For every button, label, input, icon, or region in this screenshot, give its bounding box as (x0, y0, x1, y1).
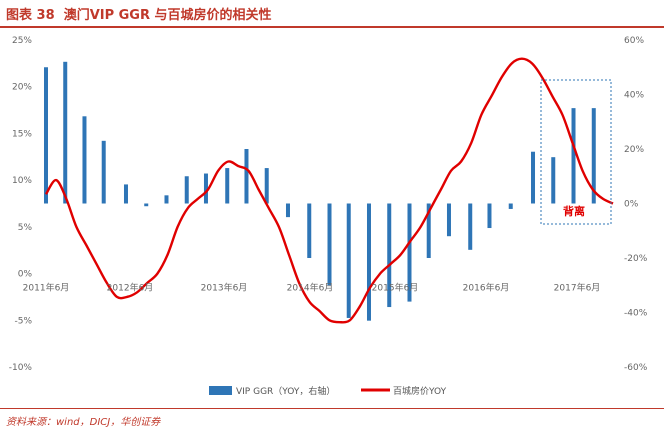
figure-label: 图表 38 (6, 8, 55, 23)
right-tick-label: -40% (624, 309, 648, 319)
vip-ggr-bar (531, 151, 536, 204)
house-price-line (44, 57, 614, 324)
x-tick-label: 2015年6月 (372, 282, 419, 294)
vip-ggr-bar (44, 67, 48, 204)
vip-ggr-bar (591, 108, 596, 204)
vip-ggr-bar (285, 203, 290, 218)
right-tick-label: 20% (624, 145, 644, 155)
vip-ggr-bar (508, 203, 513, 209)
x-tick-label: 2011年6月 (23, 282, 70, 294)
vip-ggr-bar (264, 168, 269, 204)
vip-ggr-bar (244, 149, 249, 204)
vip-ggr-bar (307, 203, 312, 258)
vip-ggr-bar (551, 157, 556, 204)
left-axis: 25% 20% 15% 10% 5% 0% -5% -10% (9, 36, 33, 373)
right-tick-label: 60% (624, 36, 644, 46)
right-tick-label: -20% (624, 254, 648, 264)
x-tick-label: 2017年6月 (554, 282, 601, 294)
vip-ggr-bar (327, 203, 332, 286)
vip-ggr-bar (426, 203, 431, 258)
vip-ggr-bars (44, 61, 596, 321)
left-tick-label: 15% (12, 129, 32, 139)
vip-ggr-bar (571, 108, 576, 204)
vip-ggr-bar (123, 184, 128, 204)
vip-ggr-bar (144, 203, 149, 207)
right-tick-label: 0% (624, 200, 639, 210)
divergence-box (540, 79, 612, 225)
vip-ggr-bar (101, 140, 106, 204)
vip-ggr-bar (82, 116, 87, 204)
figure-title-text: 澳门VIP GGR 与百城房价的相关性 (63, 8, 272, 23)
left-tick-label: -5% (14, 316, 32, 326)
right-tick-label: 40% (624, 91, 644, 101)
right-tick-label: -60% (624, 363, 648, 373)
x-tick-label: 2012年6月 (107, 282, 154, 294)
x-axis-labels: 2011年6月 2012年6月 2013年6月 2014年6月 2015年6月 2016年… (23, 282, 601, 294)
left-tick-label: 10% (12, 176, 32, 186)
figure-title: 图表 38 澳门VIP GGR 与百城房价的相关性 (6, 4, 272, 23)
left-tick-label: 5% (18, 223, 33, 233)
legend-bar-label: VIP GGR（YOY，右轴） (236, 385, 335, 397)
left-tick-label: 20% (12, 83, 32, 93)
vip-ggr-bar (184, 176, 189, 204)
legend-bar-swatch (209, 386, 232, 395)
vip-ggr-bar (225, 168, 230, 204)
vip-ggr-bar (387, 203, 392, 308)
x-tick-label: 2014年6月 (287, 282, 334, 294)
vip-ggr-bar (487, 203, 492, 229)
legend: VIP GGR（YOY，右轴） 百城房价YOY (209, 385, 447, 397)
left-tick-label: -10% (9, 363, 33, 373)
source-note: 资料来源：wind，DICJ，华创证券 (6, 417, 161, 428)
vip-ggr-bar (63, 61, 68, 204)
left-tick-label: 25% (12, 36, 32, 46)
x-tick-label: 2016年6月 (463, 282, 510, 294)
vip-ggr-bar (164, 195, 169, 204)
vip-ggr-bar (468, 203, 473, 250)
vip-ggr-bar (203, 173, 208, 204)
x-tick-label: 2013年6月 (201, 282, 248, 294)
correlation-chart: 25% 20% 15% 10% 5% 0% -5% -10% 60% 40% 20% 0% -20% -… (9, 36, 648, 397)
divergence-label: 背离 (563, 204, 585, 218)
figure-title-bar: 图表 38 澳门VIP GGR 与百城房价的相关性 (0, 0, 664, 28)
vip-ggr-bar (446, 203, 451, 237)
legend-line-label: 百城房价YOY (393, 385, 447, 397)
right-axis: 60% 40% 20% 0% -20% -40% -60% (624, 36, 648, 373)
left-tick-label: 0% (18, 270, 33, 280)
source-divider (0, 408, 664, 409)
vip-ggr-bar (346, 203, 351, 318)
vip-ggr-bar (407, 203, 412, 302)
vip-ggr-bar (366, 203, 371, 321)
